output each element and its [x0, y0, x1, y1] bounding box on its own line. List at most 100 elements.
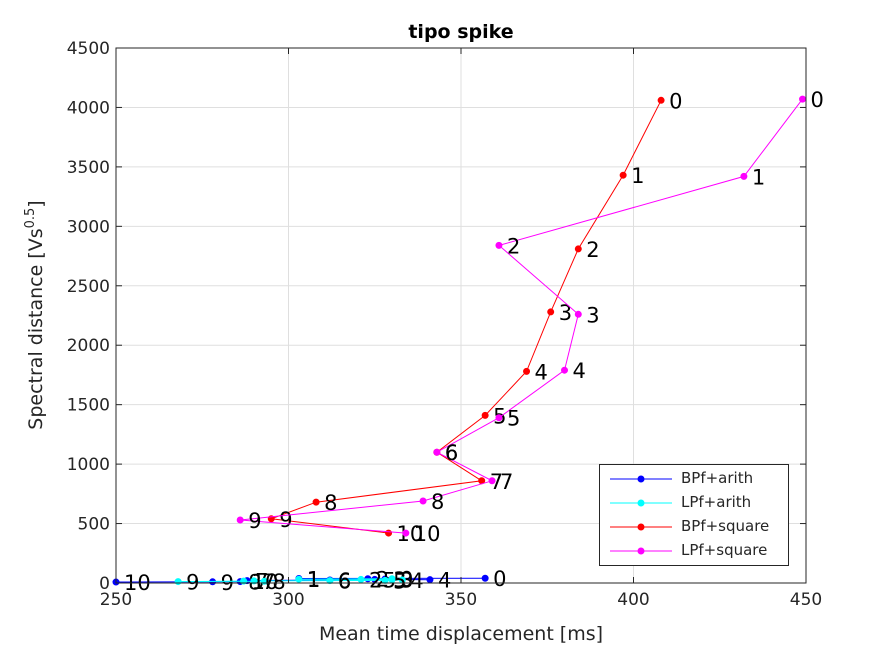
- x-tick-label: 400: [617, 590, 649, 610]
- data-point: [174, 578, 182, 586]
- legend-swatch-bpf-arith: [610, 475, 672, 483]
- data-label: 4: [438, 569, 451, 593]
- data-label: 9: [279, 508, 292, 532]
- data-point: [402, 529, 410, 537]
- legend-item-lpf-arith: LPf+arith: [606, 492, 788, 514]
- data-point: [488, 477, 496, 485]
- legend-swatch-lpf-arith: [610, 499, 672, 507]
- legend-swatch-bpf-square: [610, 523, 672, 531]
- data-label: 0: [400, 568, 413, 592]
- data-label: 10: [397, 522, 424, 546]
- y-axis-label-main: Spectral distance [Vs: [25, 228, 47, 429]
- data-point: [547, 308, 555, 316]
- legend-item-bpf-arith: BPf+arith: [606, 468, 788, 490]
- axis-ticks: 250 300 350 400 4500500100015002000250030003…: [67, 39, 822, 610]
- y-axis-label: Spectral distance [Vs0.5]: [23, 200, 47, 429]
- data-point: [495, 414, 503, 422]
- data-point: [381, 576, 389, 584]
- data-point: [740, 172, 748, 180]
- series-layer: 0123456789100123456789100123456789100123…: [112, 88, 824, 595]
- legend-label-bpf-arith: BPf+arith: [681, 469, 754, 487]
- data-label: 8: [272, 570, 285, 594]
- x-tick-label: 300: [272, 590, 304, 610]
- chart-title: tipo spike: [408, 21, 513, 43]
- x-tick-label: 450: [790, 590, 822, 610]
- data-label: 6: [445, 441, 458, 465]
- legend-item-lpf-square: LPf+square: [606, 540, 788, 562]
- y-tick-label: 4000: [67, 98, 110, 118]
- data-label: 3: [559, 301, 572, 325]
- legend-label-lpf-square: LPf+square: [681, 541, 768, 559]
- data-point: [799, 95, 807, 103]
- legend-label-bpf-square: BPf+square: [681, 517, 770, 535]
- x-tick-label: 350: [445, 590, 477, 610]
- y-tick-label: 1500: [67, 396, 110, 416]
- x-axis-label: Mean time displacement [ms]: [319, 623, 603, 645]
- y-tick-label: 4500: [67, 39, 110, 59]
- data-point: [419, 497, 427, 505]
- y-tick-label: 3000: [67, 217, 110, 237]
- data-point: [481, 411, 489, 419]
- data-point: [433, 448, 441, 456]
- data-point: [574, 310, 582, 318]
- data-point: [495, 241, 503, 249]
- data-point: [523, 367, 531, 375]
- y-axis-label-tail: ]: [25, 200, 47, 207]
- data-label: 3: [400, 569, 413, 593]
- data-label: 5: [393, 569, 406, 593]
- data-point: [250, 577, 258, 585]
- data-label: 4: [573, 359, 586, 383]
- y-tick-label: 2000: [67, 336, 110, 356]
- data-label: 3: [586, 303, 599, 327]
- data-point: [481, 574, 489, 582]
- data-label: 0: [669, 89, 682, 113]
- data-label: 6: [338, 570, 351, 594]
- y-axis-label-superscript: 0.5: [23, 208, 38, 229]
- data-point: [657, 96, 665, 104]
- data-point: [561, 366, 568, 374]
- y-tick-label: 0: [99, 574, 110, 594]
- data-label: 8: [324, 491, 337, 515]
- data-label: 0: [811, 88, 824, 112]
- data-label: 4: [535, 360, 548, 384]
- y-tick-label: 1000: [67, 455, 110, 475]
- data-point: [426, 576, 434, 584]
- data-label: 6: [445, 441, 458, 465]
- data-label: 7: [500, 470, 513, 494]
- legend: BPf+arith LPf+arith BPf+square LPf+squar…: [599, 464, 789, 566]
- x-tick-label: 250: [100, 590, 132, 610]
- data-label: 2: [507, 234, 520, 258]
- legend-swatch-lpf-square: [610, 547, 672, 555]
- y-tick-label: 3500: [67, 158, 110, 178]
- data-label: 5: [507, 407, 520, 431]
- data-label: 0: [493, 567, 506, 591]
- data-label: 10: [414, 522, 441, 546]
- data-point: [385, 529, 393, 537]
- data-label: 7: [262, 570, 275, 594]
- data-label: 1: [307, 568, 320, 592]
- legend-item-bpf-square: BPf+square: [606, 516, 788, 538]
- data-point: [295, 575, 303, 583]
- data-point: [312, 498, 320, 506]
- data-label: 4: [410, 569, 423, 593]
- data-label: 1: [752, 165, 765, 189]
- data-label: 1: [631, 164, 644, 188]
- legend-label-lpf-arith: LPf+arith: [681, 493, 752, 511]
- data-label: 2: [586, 238, 599, 262]
- data-label: 7: [490, 470, 503, 494]
- data-point: [236, 516, 244, 524]
- y-tick-label: 2500: [67, 277, 110, 297]
- data-label: 10: [252, 570, 279, 594]
- data-point: [326, 577, 334, 585]
- y-tick-label: 500: [78, 515, 110, 535]
- data-label: 9: [248, 509, 261, 533]
- data-label: 2: [369, 568, 382, 592]
- data-label: 8: [431, 490, 444, 514]
- data-point: [619, 171, 627, 179]
- data-point: [574, 245, 582, 253]
- data-point: [357, 575, 365, 583]
